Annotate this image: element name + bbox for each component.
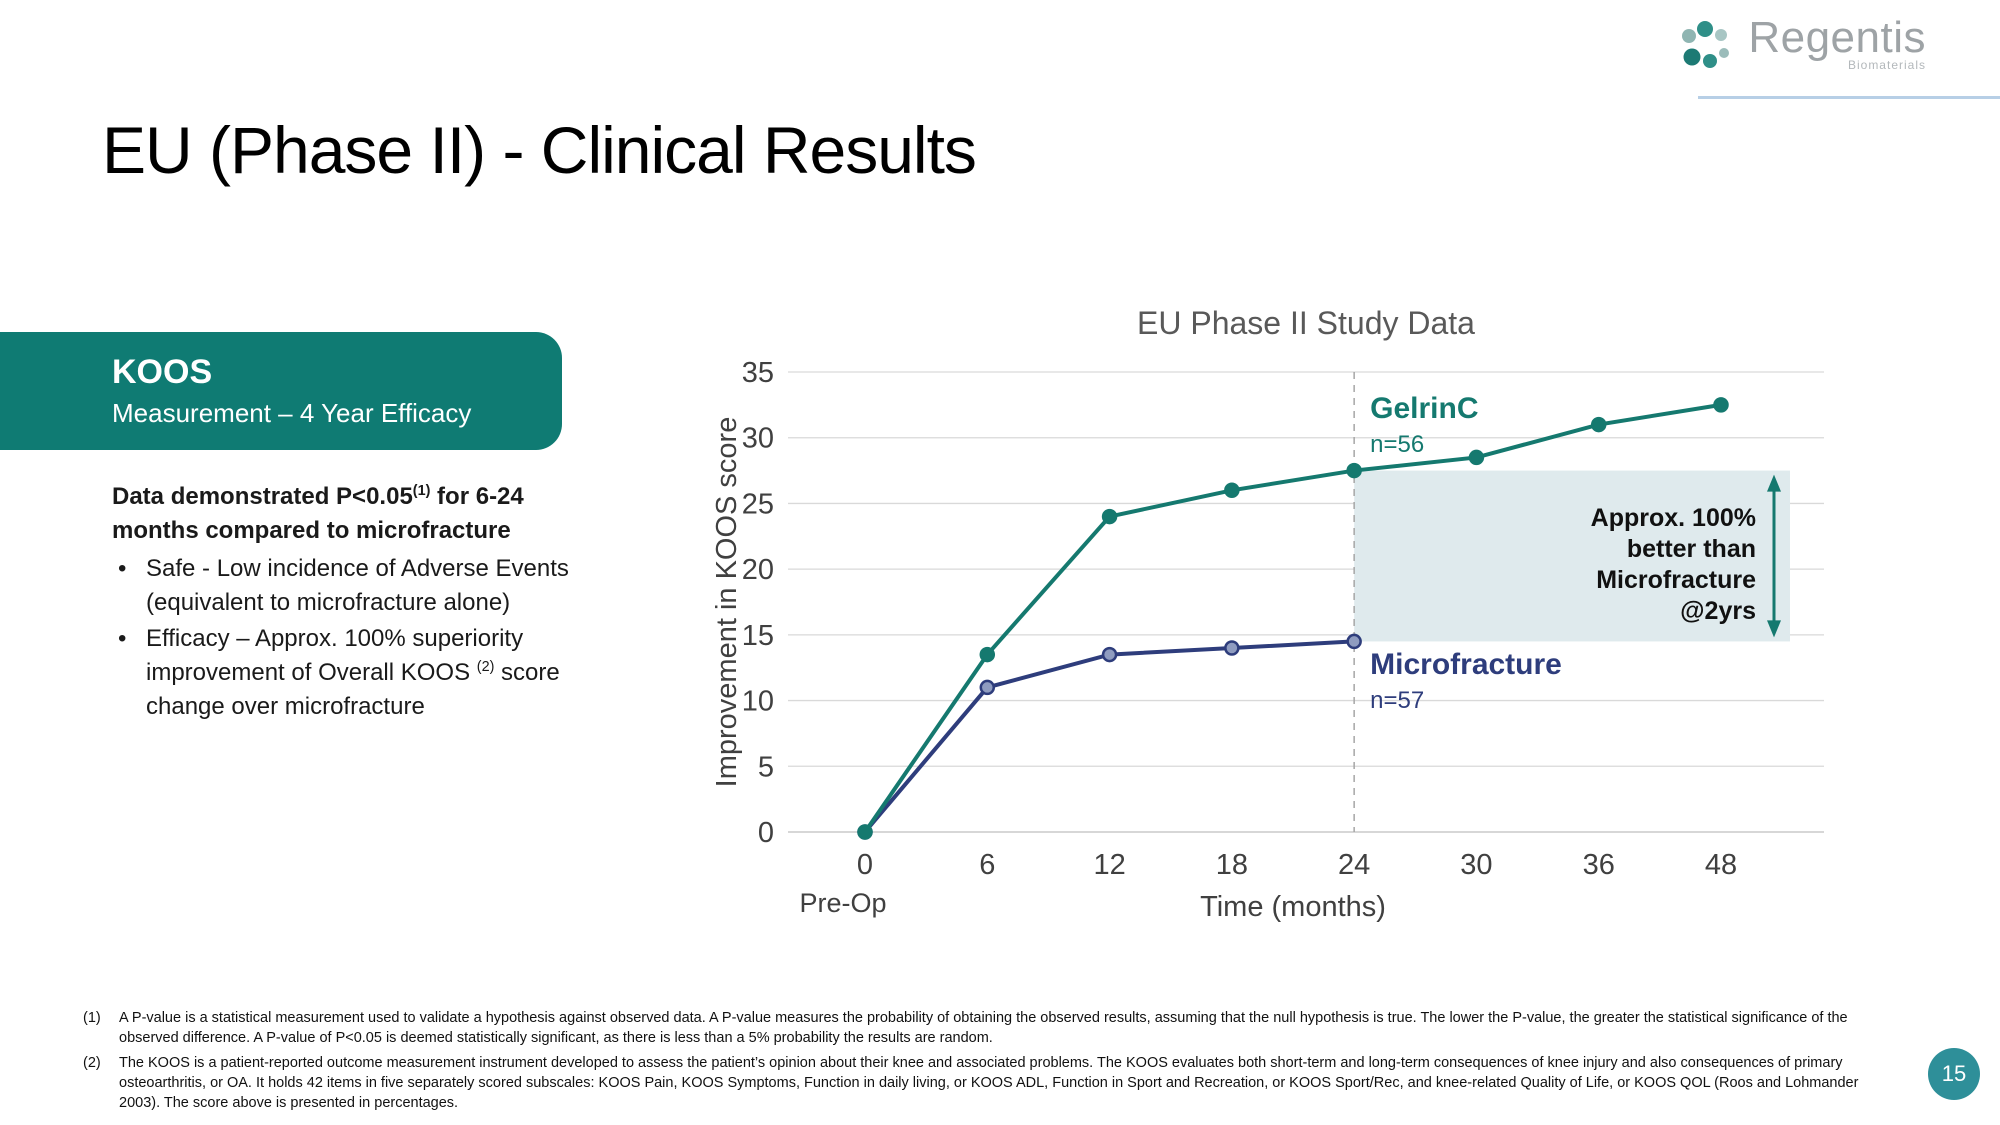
heading-pre: Data demonstrated P<0.05 (112, 483, 413, 510)
bullet-text: Efficacy – Approx. 100% superiority impr… (146, 625, 524, 687)
svg-text:30: 30 (742, 423, 774, 455)
svg-text:Microfracture: Microfracture (1370, 648, 1562, 681)
body-heading: Data demonstrated P<0.05(1) for 6-24 mon… (112, 480, 582, 548)
footnotes: (1) A P-value is a statistical measureme… (83, 1008, 1873, 1118)
svg-text:20: 20 (742, 554, 774, 586)
svg-text:35: 35 (742, 357, 774, 389)
bullet-item-efficacy: Efficacy – Approx. 100% superiority impr… (112, 622, 582, 724)
bullet-footnote-ref: (2) (476, 659, 495, 676)
bullet-item-safety: Safe - Low incidence of Adverse Events (… (112, 552, 582, 620)
heading-post: for 6-24 months compared to microfractur… (112, 483, 524, 545)
svg-text:30: 30 (1460, 849, 1492, 881)
svg-text:EU Phase II Study Data: EU Phase II Study Data (1137, 305, 1475, 341)
footnote-1: (1) A P-value is a statistical measureme… (83, 1008, 1873, 1048)
logo-underline (1698, 96, 2000, 99)
logo-subtitle: Biomaterials (1847, 58, 1926, 72)
bullet-marker (112, 552, 146, 620)
page-title: EU (Phase II) - Clinical Results (102, 113, 977, 187)
bullet-marker (112, 622, 146, 724)
footnote-text: The KOOS is a patient-reported outcome m… (119, 1055, 1859, 1111)
svg-text:Approx. 100%: Approx. 100% (1591, 504, 1756, 532)
svg-text:@2yrs: @2yrs (1680, 597, 1756, 625)
svg-text:25: 25 (742, 488, 774, 520)
footnote-marker: (2) (83, 1055, 101, 1071)
bullet-text: Safe - Low incidence of Adverse Events (… (146, 555, 569, 617)
logo-name: Regentis (1748, 13, 1926, 62)
bullet-list: Safe - Low incidence of Adverse Events (… (112, 552, 582, 724)
koos-banner: KOOS Measurement – 4 Year Efficacy (0, 332, 562, 450)
eu-phase2-study-chart: EU Phase II Study Data 0 5 10 15 20 25 30 35 0 6 12… (700, 300, 1850, 940)
svg-text:Pre-Op: Pre-Op (799, 888, 886, 918)
footnote-marker: (1) (83, 1010, 101, 1026)
svg-text:15: 15 (742, 620, 774, 652)
svg-text:6: 6 (979, 849, 995, 881)
svg-text:Time (months): Time (months) (1200, 891, 1386, 923)
bullet-text-post: score change over microfracture (146, 659, 560, 721)
body-text: Data demonstrated P<0.05(1) for 6-24 mon… (112, 480, 582, 725)
svg-text:0: 0 (758, 817, 774, 849)
banner-subtitle: Measurement – 4 Year Efficacy (112, 398, 472, 428)
svg-text:better than: better than (1627, 535, 1756, 563)
svg-text:0: 0 (857, 849, 873, 881)
svg-text:5: 5 (758, 751, 774, 783)
svg-text:Microfracture: Microfracture (1596, 566, 1756, 594)
svg-text:n=56: n=56 (1370, 431, 1424, 458)
svg-text:12: 12 (1093, 849, 1125, 881)
svg-text:18: 18 (1216, 849, 1248, 881)
page-number-badge: 15 (1928, 1048, 1980, 1100)
svg-text:10: 10 (742, 686, 774, 718)
chart-svg: EU Phase II Study Data 0 5 10 15 20 25 30 35 0 6 12… (711, 305, 1824, 923)
regentis-logo: Regentis Biomaterials (1676, 16, 1926, 74)
svg-text:Improvement in KOOS score: Improvement in KOOS score (711, 417, 743, 788)
svg-text:GelrinC: GelrinC (1370, 392, 1478, 425)
footnote-text: A P-value is a statistical measurement u… (119, 1010, 1848, 1046)
svg-text:48: 48 (1705, 849, 1737, 881)
heading-footnote-ref: (1) (412, 483, 431, 499)
svg-text:n=57: n=57 (1370, 687, 1424, 714)
svg-text:36: 36 (1583, 849, 1615, 881)
banner-title: KOOS (112, 353, 213, 391)
footnote-2: (2) The KOOS is a patient-reported outco… (83, 1053, 1873, 1113)
svg-text:24: 24 (1338, 849, 1370, 881)
regentis-logo-icon (1682, 21, 1730, 68)
